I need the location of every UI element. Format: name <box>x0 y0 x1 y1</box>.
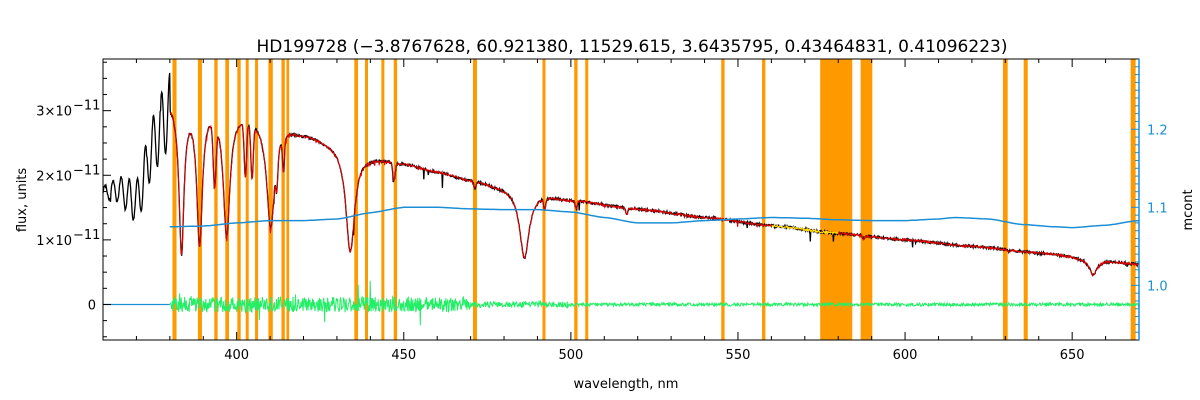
y-tick-label-exponent: −11 <box>73 99 100 114</box>
masked-region <box>1023 59 1028 340</box>
chart-title: HD199728 (−3.8767628, 60.921380, 11529.6… <box>257 37 1008 57</box>
masked-region <box>281 59 285 340</box>
masked-region <box>225 59 229 340</box>
masked-region <box>574 59 578 340</box>
masked-region <box>472 59 477 340</box>
masked-region <box>585 59 589 340</box>
data-series <box>102 72 1140 326</box>
x-tick-label: 450 <box>391 348 416 363</box>
masked-region <box>245 59 249 340</box>
observed-spectrum-line <box>102 72 1140 277</box>
x-tick-label: 650 <box>1060 348 1085 363</box>
masked-region <box>820 59 853 340</box>
fit-segment-line <box>771 224 838 236</box>
masked-region <box>286 59 290 340</box>
y-tick-label: 0 <box>88 298 96 313</box>
masked-region <box>542 59 546 340</box>
y-axis: 01×10 −112×10 −113×10 −11 <box>36 61 111 338</box>
right-y-axis: 1.0 1.1 1.2 <box>1131 59 1168 340</box>
right-y-tick-label: 1.1 <box>1147 201 1168 216</box>
plot-frame <box>102 58 1140 341</box>
masked-regions <box>172 59 1136 340</box>
masked-region <box>237 59 241 340</box>
x-axis: 400 450 500 550 600 650 <box>102 59 1140 363</box>
masked-region <box>1130 59 1136 340</box>
x-tick-label: 400 <box>224 348 249 363</box>
y-tick-label-exponent: −11 <box>73 228 100 243</box>
x-axis-label: wavelength, nm <box>574 377 679 392</box>
x-tick-label: 500 <box>558 348 583 363</box>
masked-region <box>860 59 873 340</box>
masked-region <box>365 59 369 340</box>
masked-region <box>172 59 177 340</box>
y-tick-label: 3×10 <box>36 105 72 120</box>
x-tick-label: 600 <box>893 348 918 363</box>
model-spectrum-line <box>169 112 1140 277</box>
masked-region <box>268 59 273 340</box>
right-y-tick-label: 1.2 <box>1147 123 1168 138</box>
residual-line <box>169 280 1140 326</box>
masked-region <box>1002 59 1008 340</box>
masked-region <box>721 59 725 340</box>
y-tick-label: 2×10 <box>36 169 72 184</box>
masked-region <box>255 59 259 340</box>
masked-region <box>381 59 385 340</box>
y-axis-label: flux, units <box>15 168 30 233</box>
masked-region <box>762 59 766 340</box>
right-y-tick-label: 1.0 <box>1147 279 1168 294</box>
x-tick-label: 550 <box>726 348 751 363</box>
y-tick-label-exponent: −11 <box>73 163 100 178</box>
masked-region <box>393 59 398 340</box>
continuum-multiplier-line <box>169 206 1140 229</box>
masked-region <box>214 59 218 340</box>
y-tick-label: 1×10 <box>36 234 72 249</box>
right-y-axis-label: mcont <box>1181 189 1196 230</box>
masked-region <box>197 59 202 340</box>
